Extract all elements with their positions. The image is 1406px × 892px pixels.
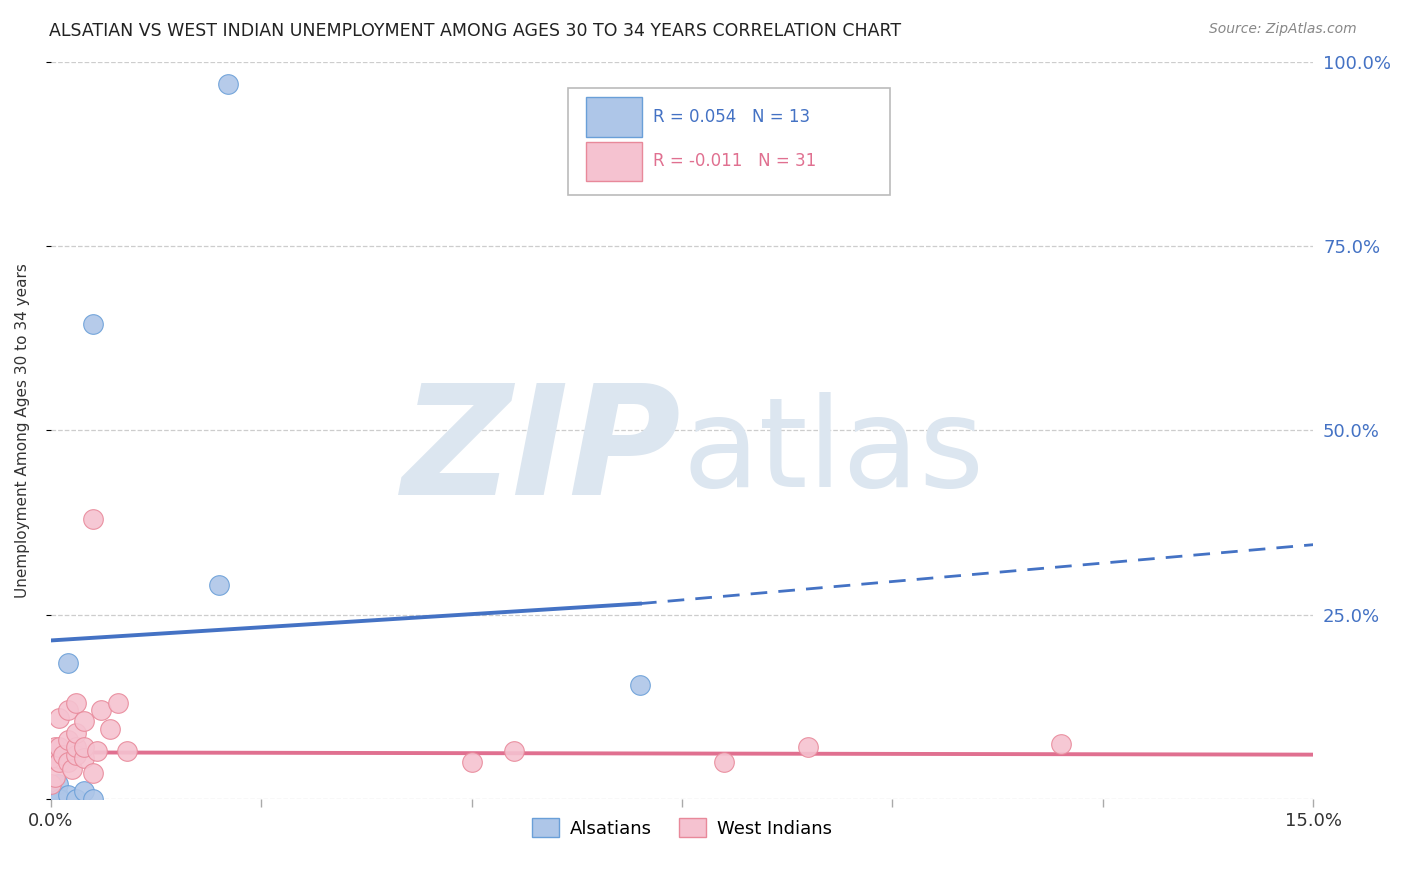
Point	[713, 755, 735, 769]
Point	[65, 792, 87, 806]
Point	[73, 784, 96, 798]
Point	[60, 763, 83, 777]
Point	[82, 792, 104, 806]
Point	[86, 744, 108, 758]
Point	[82, 766, 104, 780]
Text: R = -0.011   N = 31: R = -0.011 N = 31	[652, 153, 817, 170]
Text: ZIP: ZIP	[402, 378, 682, 527]
Y-axis label: Unemployment Among Ages 30 to 34 years: Unemployment Among Ages 30 to 34 years	[15, 263, 30, 598]
Point	[48, 711, 70, 725]
Text: atlas: atlas	[682, 392, 984, 513]
FancyBboxPatch shape	[586, 97, 641, 136]
Point	[52, 747, 75, 762]
Point	[628, 678, 651, 692]
Point	[115, 744, 138, 758]
Point	[56, 755, 79, 769]
Point	[48, 792, 70, 806]
Point	[56, 788, 79, 802]
Point	[65, 725, 87, 739]
FancyBboxPatch shape	[568, 88, 890, 194]
Point	[797, 740, 820, 755]
Text: Source: ZipAtlas.com: Source: ZipAtlas.com	[1209, 22, 1357, 37]
Point	[1049, 737, 1071, 751]
Text: R = 0.054   N = 13: R = 0.054 N = 13	[652, 108, 810, 126]
Point	[217, 77, 239, 91]
Point	[502, 744, 524, 758]
Point	[73, 740, 96, 755]
Point	[65, 740, 87, 755]
Point	[65, 747, 87, 762]
Point	[46, 777, 69, 791]
Point	[56, 703, 79, 717]
Point	[48, 792, 70, 806]
Point	[44, 770, 66, 784]
Point	[44, 740, 66, 755]
Point	[208, 578, 231, 592]
Legend: Alsatians, West Indians: Alsatians, West Indians	[524, 811, 839, 845]
Point	[98, 722, 121, 736]
Point	[39, 751, 62, 765]
Point	[107, 696, 129, 710]
Point	[82, 512, 104, 526]
Point	[56, 732, 79, 747]
Point	[73, 751, 96, 765]
Point	[65, 696, 87, 710]
FancyBboxPatch shape	[586, 142, 641, 181]
Point	[46, 788, 69, 802]
Point	[48, 755, 70, 769]
Point	[460, 755, 482, 769]
Point	[39, 777, 62, 791]
Point	[48, 740, 70, 755]
Point	[90, 703, 112, 717]
Point	[82, 317, 104, 331]
Point	[56, 656, 79, 670]
Text: ALSATIAN VS WEST INDIAN UNEMPLOYMENT AMONG AGES 30 TO 34 YEARS CORRELATION CHART: ALSATIAN VS WEST INDIAN UNEMPLOYMENT AMO…	[49, 22, 901, 40]
Point	[73, 714, 96, 729]
